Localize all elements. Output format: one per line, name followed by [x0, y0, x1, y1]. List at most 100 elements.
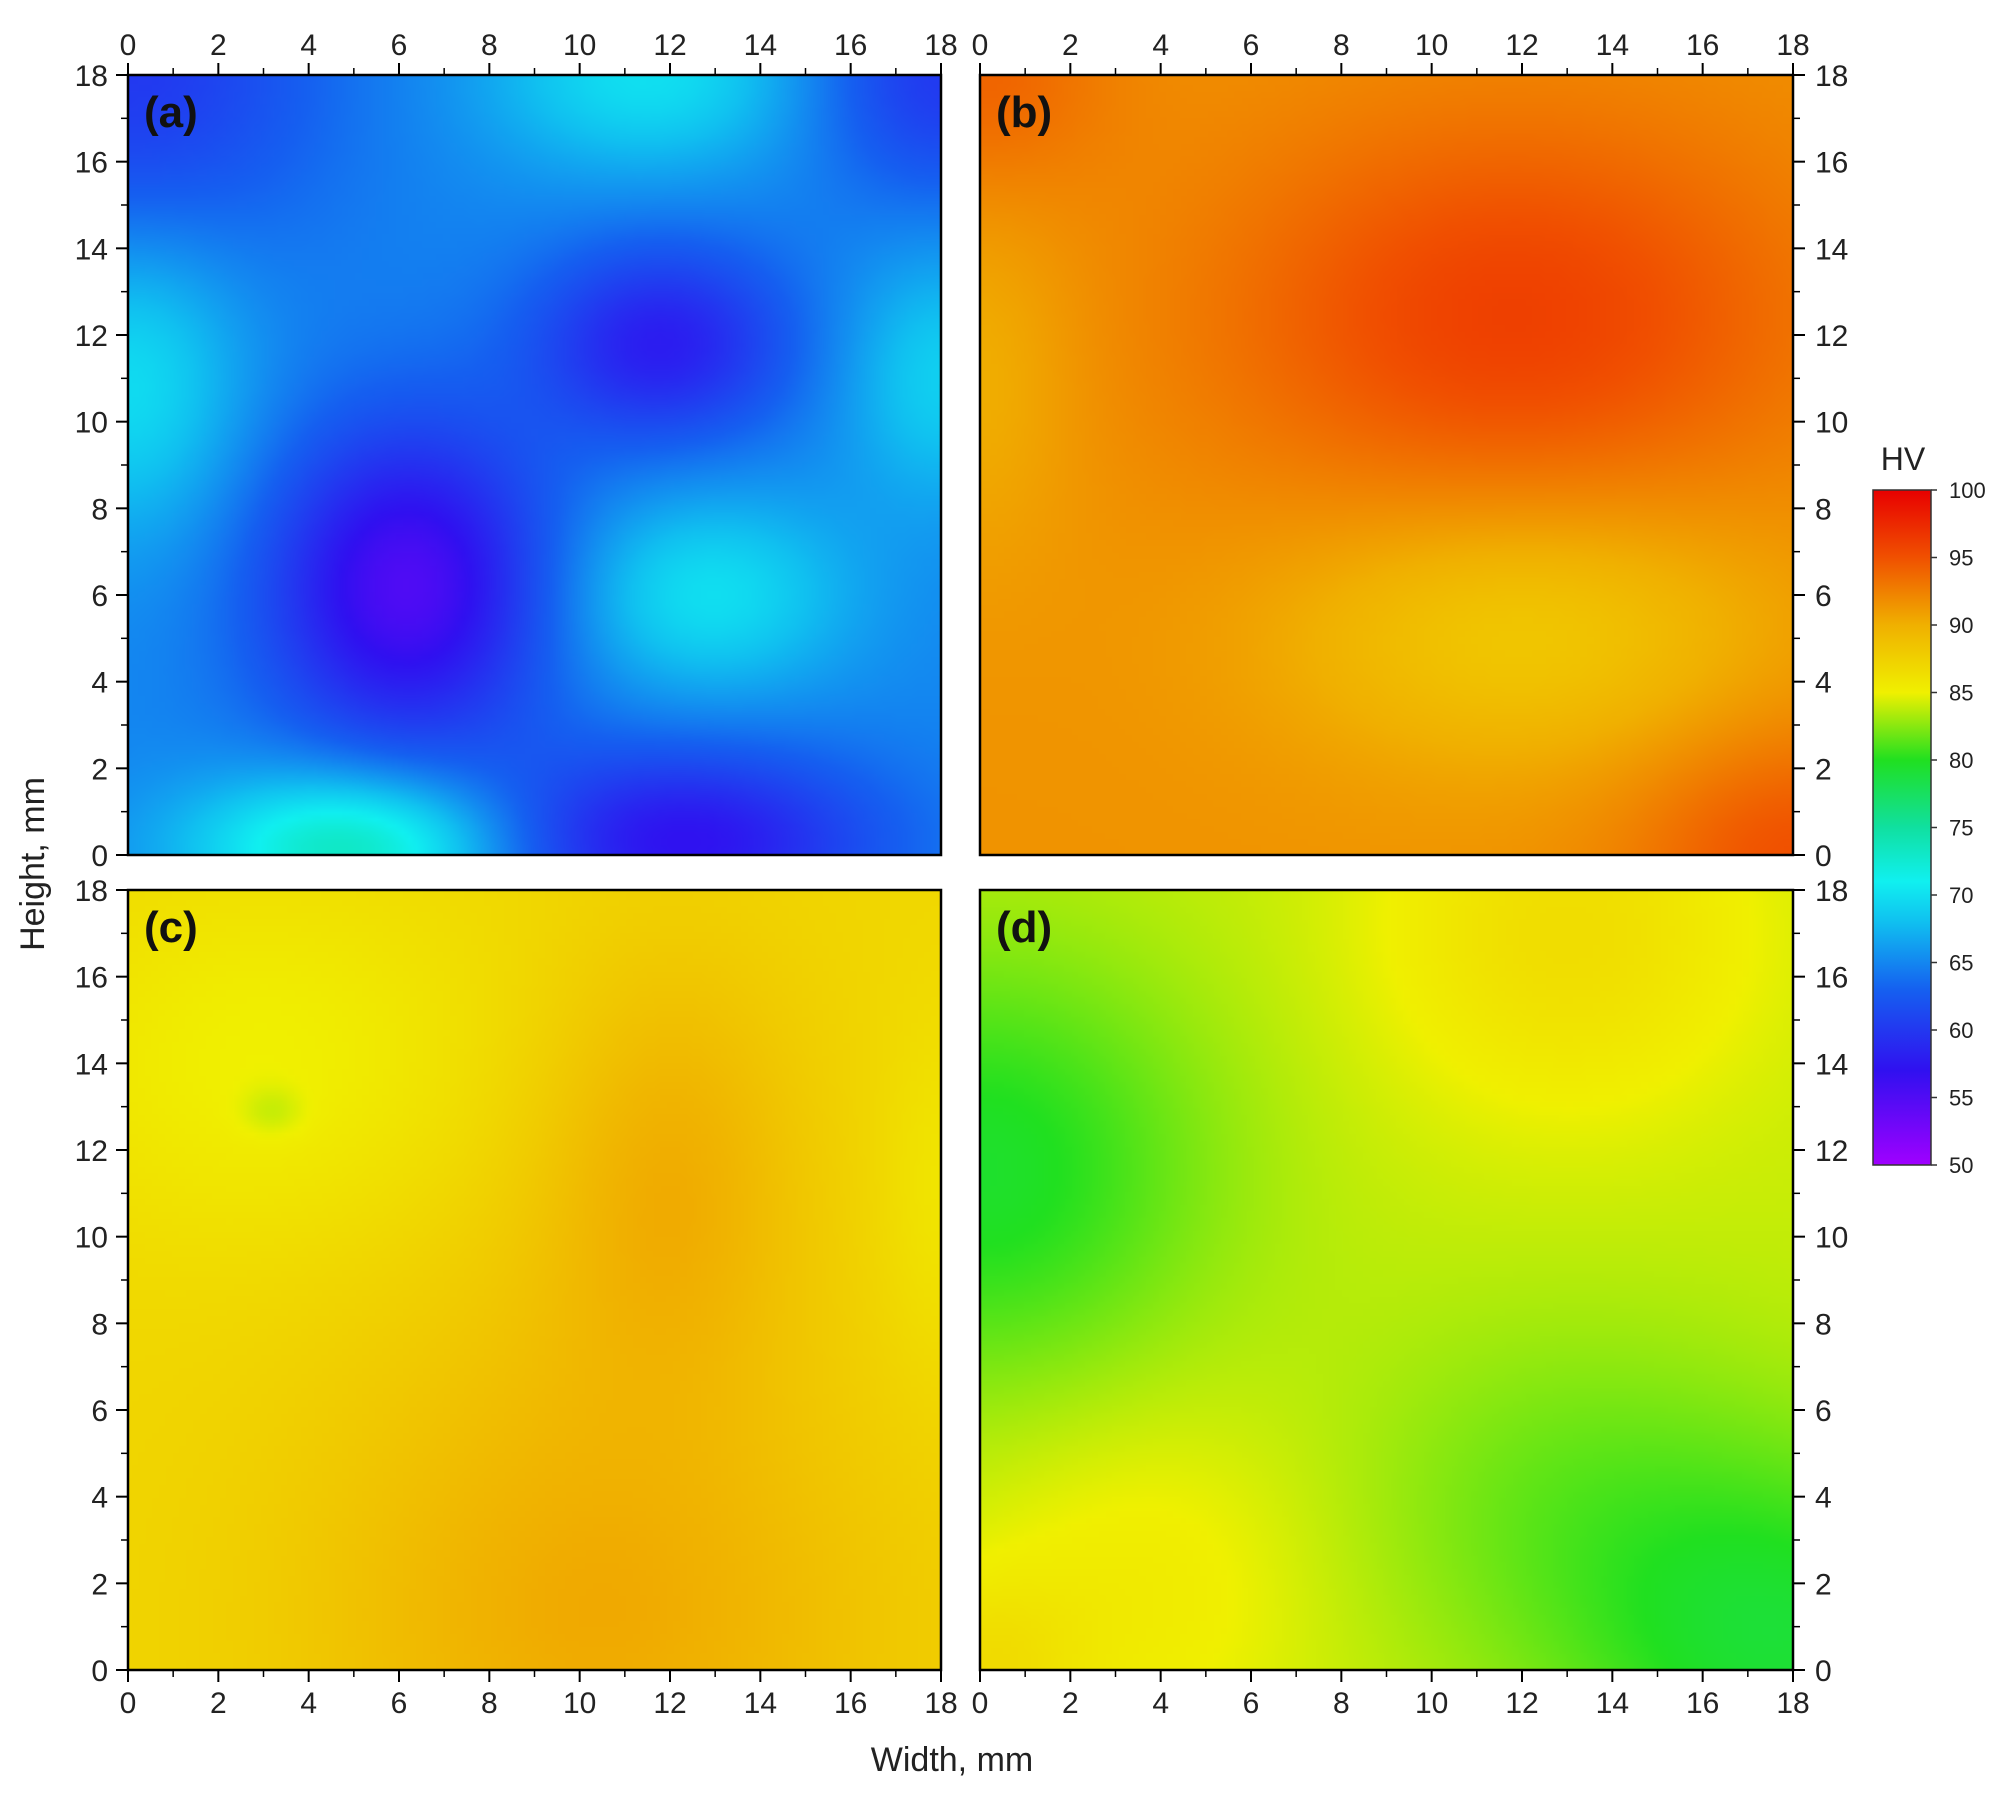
x-tick-label: 4	[300, 29, 317, 62]
y-axis-title: Height, mm	[14, 777, 52, 951]
x-tick-label: 14	[1596, 29, 1629, 62]
x-tick-label: 12	[653, 1687, 686, 1720]
x-tick-label: 6	[1243, 29, 1260, 62]
y-tick-label: 18	[75, 60, 108, 93]
x-tick-label: 12	[1505, 29, 1538, 62]
contour-map-4	[980, 890, 1793, 1670]
x-tick-label: 2	[1062, 1687, 1079, 1720]
panel-label: (d)	[996, 903, 1052, 952]
y-tick-label: 6	[91, 580, 108, 613]
colorbar-tick-label: 75	[1949, 816, 1973, 841]
x-tick-label: 10	[563, 1687, 596, 1720]
x-tick-label: 8	[481, 1687, 498, 1720]
x-tick-label: 16	[1686, 29, 1719, 62]
y-tick-label: 12	[75, 320, 108, 353]
x-tick-label: 18	[924, 29, 957, 62]
y-tick-label: 4	[1815, 667, 1832, 700]
x-tick-label: 4	[300, 1687, 317, 1720]
y-tick-label: 8	[91, 493, 108, 526]
x-tick-label: 10	[563, 29, 596, 62]
colorbar-tick-label: 55	[1949, 1086, 1973, 1111]
colorbar-tick-label: 100	[1949, 478, 1986, 503]
y-tick-label: 18	[1815, 60, 1848, 93]
y-tick-label: 10	[1815, 1222, 1848, 1255]
y-tick-label: 2	[1815, 753, 1832, 786]
panel-label: (c)	[144, 903, 198, 952]
panel-label: (a)	[144, 88, 198, 137]
y-tick-label: 6	[91, 1395, 108, 1428]
colorbar-tick-label: 85	[1949, 681, 1973, 706]
y-tick-label: 0	[1815, 840, 1832, 873]
y-tick-label: 16	[1815, 147, 1848, 180]
x-tick-label: 12	[653, 29, 686, 62]
y-tick-label: 10	[1815, 407, 1848, 440]
contour-map-3	[128, 890, 941, 1670]
x-tick-label: 0	[972, 29, 989, 62]
colorbar: 50 55 60 65 70 75 80 85 90 95 100 HV	[1872, 441, 1986, 1178]
x-tick-label: 6	[1243, 1687, 1260, 1720]
colorbar-tick-label: 50	[1949, 1153, 1973, 1178]
y-tick-label: 2	[91, 753, 108, 786]
y-tick-label: 0	[91, 840, 108, 873]
y-tick-label: 16	[75, 962, 108, 995]
x-tick-label: 6	[391, 29, 408, 62]
x-tick-label: 10	[1415, 29, 1448, 62]
colorbar-title: HV	[1881, 441, 1926, 477]
y-tick-label: 8	[1815, 1308, 1832, 1341]
y-tick-label: 12	[75, 1135, 108, 1168]
y-tick-label: 14	[75, 1048, 108, 1081]
y-tick-label: 18	[75, 875, 108, 908]
panels-layer: (a) (b) (c) (d)	[126, 73, 1795, 1672]
y-tick-label: 14	[1815, 233, 1848, 266]
x-tick-label: 8	[1333, 1687, 1350, 1720]
y-tick-label: 14	[75, 233, 108, 266]
x-tick-label: 16	[834, 1687, 867, 1720]
y-tick-label: 10	[75, 1222, 108, 1255]
x-tick-label: 0	[120, 1687, 137, 1720]
panel-label: (b)	[996, 88, 1052, 137]
colorbar-tick-label: 65	[1949, 951, 1973, 976]
x-tick-label: 18	[924, 1687, 957, 1720]
y-tick-label: 10	[75, 407, 108, 440]
y-tick-label: 12	[1815, 1135, 1848, 1168]
x-tick-label: 4	[1152, 29, 1169, 62]
x-axis-title: Width, mm	[871, 1741, 1033, 1779]
contour-map-1	[128, 75, 941, 855]
x-tick-label: 14	[744, 29, 777, 62]
x-tick-label: 8	[1333, 29, 1350, 62]
y-tick-label: 2	[91, 1568, 108, 1601]
y-tick-label: 8	[91, 1308, 108, 1341]
y-tick-label: 0	[1815, 1655, 1832, 1688]
colorbar-tick-label: 95	[1949, 546, 1973, 571]
y-tick-label: 16	[75, 147, 108, 180]
colorbar-tick-label: 80	[1949, 748, 1973, 773]
y-tick-label: 18	[1815, 875, 1848, 908]
y-tick-label: 4	[91, 667, 108, 700]
y-tick-label: 8	[1815, 493, 1832, 526]
x-tick-label: 16	[834, 29, 867, 62]
x-tick-label: 12	[1505, 1687, 1538, 1720]
x-tick-label: 10	[1415, 1687, 1448, 1720]
x-tick-label: 14	[1596, 1687, 1629, 1720]
colorbar-tick-label: 60	[1949, 1018, 1973, 1043]
colorbar-tick-label: 70	[1949, 883, 1973, 908]
x-tick-label: 2	[1062, 29, 1079, 62]
y-tick-label: 4	[1815, 1482, 1832, 1515]
x-tick-label: 2	[210, 29, 227, 62]
x-tick-label: 16	[1686, 1687, 1719, 1720]
y-tick-label: 4	[91, 1482, 108, 1515]
x-tick-label: 18	[1776, 29, 1809, 62]
y-tick-label: 16	[1815, 962, 1848, 995]
y-tick-label: 12	[1815, 320, 1848, 353]
x-tick-label: 0	[120, 29, 137, 62]
x-tick-label: 18	[1776, 1687, 1809, 1720]
x-tick-label: 8	[481, 29, 498, 62]
x-tick-label: 2	[210, 1687, 227, 1720]
contour-map-2	[980, 75, 1793, 855]
x-tick-label: 6	[391, 1687, 408, 1720]
y-tick-label: 6	[1815, 580, 1832, 613]
y-tick-label: 0	[91, 1655, 108, 1688]
y-tick-label: 14	[1815, 1048, 1848, 1081]
y-tick-label: 6	[1815, 1395, 1832, 1428]
